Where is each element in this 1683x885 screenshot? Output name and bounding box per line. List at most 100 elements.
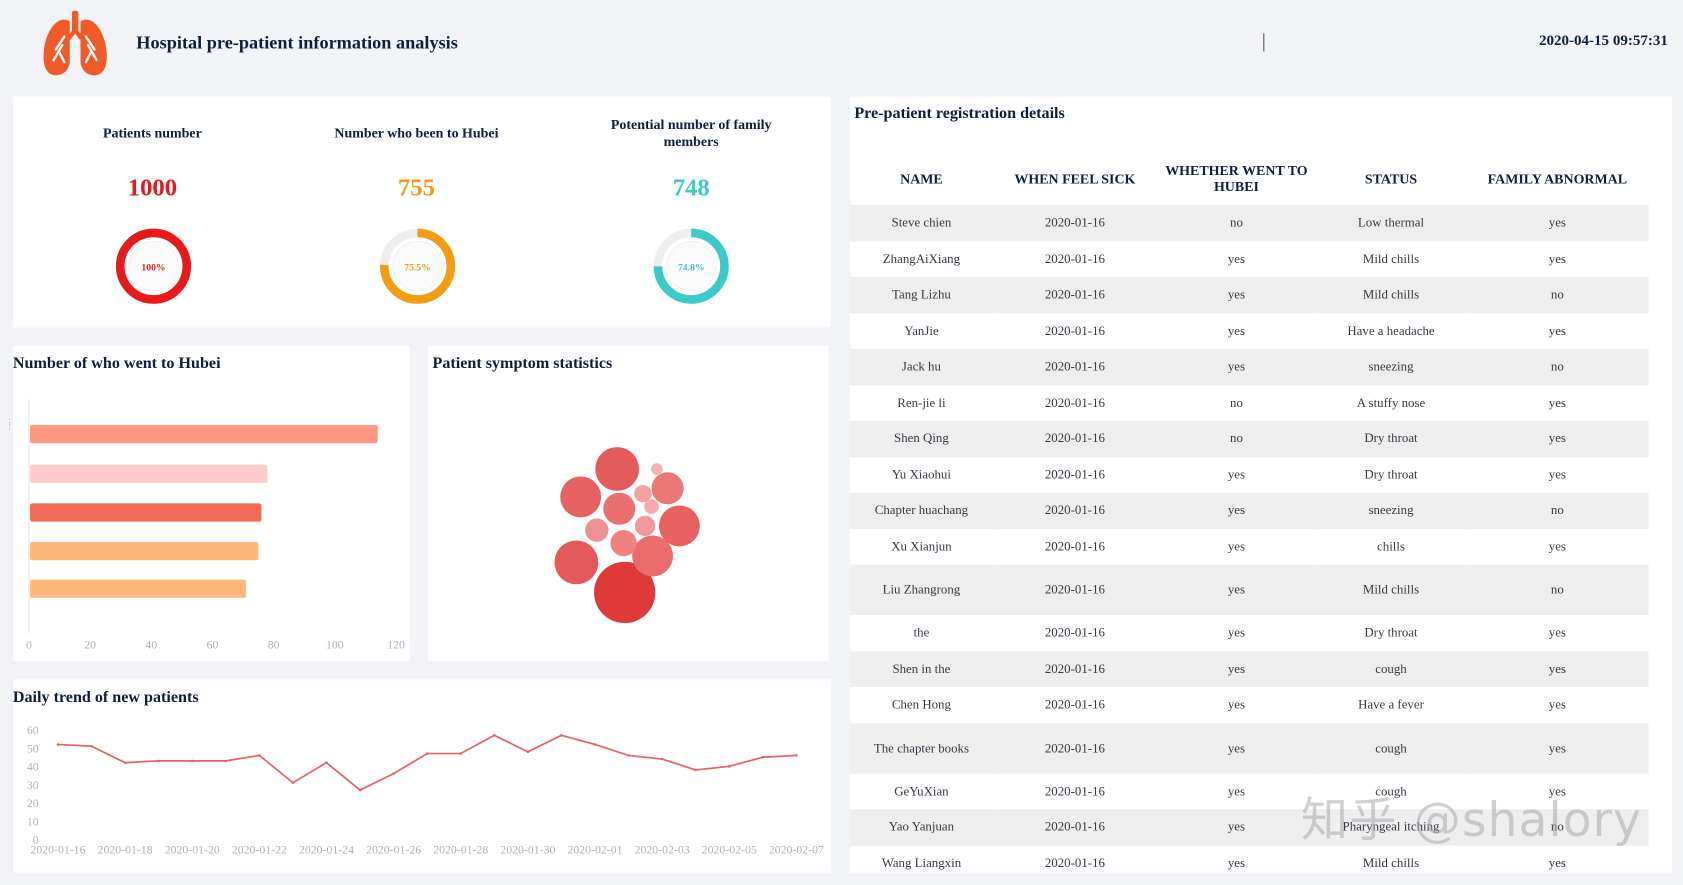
gauge-percent-label: 75.5%: [404, 262, 431, 273]
trend-point[interactable]: [694, 768, 697, 772]
trend-point[interactable]: [660, 757, 664, 761]
trend-point[interactable]: [157, 759, 160, 763]
trend-point[interactable]: [560, 734, 563, 737]
hubei-bar-chart-card: Number of who went to Hubei 0 20 40 60 80 100…: [12, 345, 411, 662]
x-tick-label: 100: [326, 637, 344, 651]
x-tick-label: 2020-02-01: [567, 842, 622, 856]
header-divider: [1263, 33, 1265, 52]
symptom-bubble[interactable]: [658, 505, 700, 547]
trend-point[interactable]: [291, 781, 295, 785]
x-tick-label: 2020-01-24: [299, 842, 354, 856]
trend-chart-card: Daily trend of new patients 0 10 20 30 40 50 6…: [12, 679, 831, 873]
y-tick-label: 10: [27, 814, 39, 828]
kpi-card: Patients number 1000 Number who been to …: [12, 96, 831, 328]
bar[interactable]: [30, 579, 247, 598]
trend-point[interactable]: [90, 744, 93, 748]
y-tick-label: 30: [27, 778, 39, 792]
symptom-bubble[interactable]: [634, 484, 652, 503]
gauge-arc: [115, 228, 192, 304]
gauge-center: [128, 240, 179, 292]
gauge-center: [665, 240, 717, 292]
gauge-arc: [379, 228, 456, 304]
registration-title: Pre-patient registration details: [854, 105, 1065, 123]
trend-point[interactable]: [258, 754, 261, 757]
x-tick-label: 2020-01-28: [433, 842, 488, 856]
bar[interactable]: [30, 503, 262, 522]
x-tick-label: 2020-02-03: [635, 842, 690, 856]
kpi-value-hubei: 755: [397, 173, 435, 201]
gauge-arc: [653, 228, 729, 304]
x-tick-label: 60: [207, 637, 219, 651]
x-tick-label: 2020-01-20: [165, 842, 220, 856]
symptom-bubble[interactable]: [585, 518, 609, 542]
trend-point[interactable]: [526, 750, 530, 754]
trend-point[interactable]: [56, 743, 60, 746]
symptom-bubble[interactable]: [610, 529, 637, 557]
y-tick-label: 20: [27, 796, 39, 810]
page-title: Hospital pre-patient information analysi…: [136, 32, 458, 53]
y-tick-label: 40: [27, 760, 39, 774]
x-tick-label: 120: [387, 637, 405, 651]
bar[interactable]: [30, 425, 378, 444]
trend-point[interactable]: [123, 761, 127, 764]
trend-point[interactable]: [727, 765, 731, 768]
x-tick-label: 20: [84, 637, 96, 651]
kpi-value-family: 748: [672, 173, 710, 201]
drag-handle-icon[interactable]: ⋮ ⋮: [5, 417, 14, 432]
symptom-bubble[interactable]: [554, 540, 599, 585]
y-tick-label: 0: [33, 833, 39, 847]
trend-point[interactable]: [358, 788, 362, 792]
gauge-center: [392, 240, 443, 292]
y-tick-label: 60: [27, 723, 39, 737]
gauge-percent-label: 74.8%: [678, 262, 705, 273]
kpi-label-hubei: Number who been to Hubei: [334, 124, 499, 141]
y-tick-label: 50: [27, 741, 39, 755]
trend-point[interactable]: [761, 755, 765, 759]
registration-card: Pre-patient registration details: [850, 96, 1673, 873]
x-tick-label: 2020-01-30: [500, 842, 555, 856]
x-tick-label: 2020-02-05: [702, 842, 757, 856]
gauge-percent-label: 100%: [141, 262, 165, 273]
bar[interactable]: [30, 464, 268, 483]
trend-point[interactable]: [493, 734, 496, 737]
symptom-bubble[interactable]: [634, 515, 656, 537]
datetime: 2020-04-15 09:57:31: [1538, 33, 1668, 50]
kpi-label-family: Potential number of family members: [610, 115, 772, 150]
x-tick-label: 2020-01-26: [366, 842, 421, 856]
symptom-bubble[interactable]: [651, 472, 684, 505]
symptom-bubble[interactable]: [594, 561, 656, 624]
trend-point[interactable]: [190, 759, 194, 763]
symptom-bubble[interactable]: [644, 499, 659, 514]
trend-line[interactable]: [57, 734, 797, 792]
kpi-label-patients: Patients number: [102, 124, 202, 141]
trend-point[interactable]: [459, 752, 463, 755]
trend-point[interactable]: [425, 752, 429, 755]
symptom-bubble[interactable]: [560, 476, 602, 518]
trend-point[interactable]: [795, 754, 798, 757]
x-tick-label: 2020-01-16: [30, 842, 85, 856]
x-tick-label: 2020-02-07: [769, 842, 824, 856]
kpi-value-patients: 1000: [127, 173, 178, 201]
x-tick-label: 80: [268, 637, 280, 651]
lungs-icon: [41, 9, 110, 78]
watermark: 知乎 @shalory: [1300, 793, 1643, 848]
bar[interactable]: [30, 542, 259, 561]
symptom-bubble[interactable]: [651, 463, 663, 475]
x-tick-label: 2020-01-18: [98, 842, 153, 856]
trend-chart-title: Daily trend of new patients: [12, 689, 199, 707]
trend-point[interactable]: [325, 761, 328, 764]
symptom-bubble[interactable]: [603, 492, 636, 525]
trend-point[interactable]: [224, 759, 228, 763]
symptom-bubble[interactable]: [632, 535, 674, 577]
symptom-chart-title: Patient symptom statistics: [432, 355, 613, 373]
trend-point[interactable]: [627, 754, 630, 757]
hubei-chart-title: Number of who went to Hubei: [12, 355, 221, 373]
symptom-bubble[interactable]: [595, 447, 640, 491]
x-tick-label: 2020-01-22: [232, 842, 287, 856]
trend-point[interactable]: [593, 743, 597, 746]
x-tick-label: 0: [26, 637, 32, 651]
trend-point[interactable]: [392, 772, 395, 775]
x-tick-label: 40: [145, 637, 157, 651]
symptom-chart-card: Patient symptom statistics: [428, 345, 829, 662]
